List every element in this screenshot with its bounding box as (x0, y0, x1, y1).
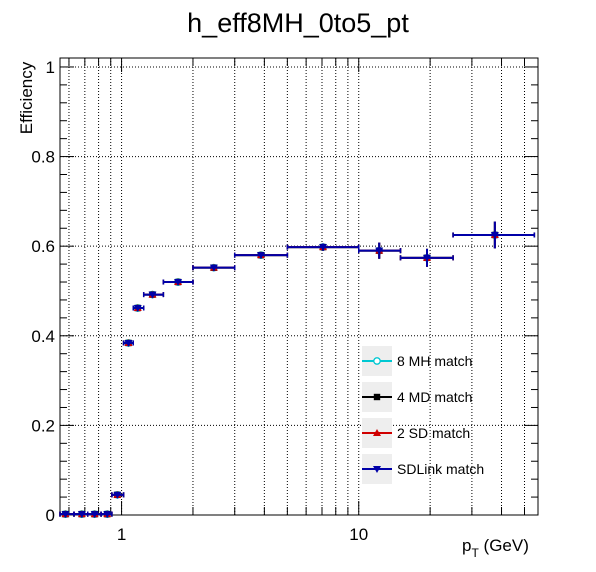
y-tick-label: 1 (46, 58, 55, 77)
data-series (59, 221, 536, 519)
legend-marker (373, 466, 381, 473)
legend-marker (373, 393, 381, 401)
data-marker (209, 264, 218, 272)
y-tick-label: 0 (46, 506, 55, 525)
legend-entry: 4 MD match (362, 382, 472, 412)
series-sdlink-match (59, 221, 536, 519)
data-point (142, 291, 165, 299)
data-marker (133, 305, 142, 313)
data-point (132, 305, 145, 313)
data-marker (61, 511, 70, 519)
data-point (233, 252, 289, 260)
x-axis-label-subscript: T (471, 546, 479, 560)
legend-label: 8 MH match (397, 353, 472, 369)
data-marker (319, 244, 328, 252)
legend-marker (373, 429, 381, 436)
legend-entry: 2 SD match (362, 418, 470, 448)
data-marker (103, 511, 112, 519)
data-marker (375, 247, 384, 255)
data-point (162, 279, 194, 287)
legend-label: 2 SD match (397, 425, 470, 441)
data-point (122, 339, 134, 347)
y-axis-label: Efficiency (17, 61, 36, 134)
axes-ticks (60, 58, 538, 516)
x-axis-label-main: p (462, 536, 471, 555)
data-point (192, 264, 236, 272)
x-axis-label: pT (GeV) (462, 536, 529, 560)
data-marker (77, 511, 86, 519)
y-tick-label: 0.4 (31, 327, 55, 346)
legend: 8 MH match 4 MD match 2 SD match SDLink mat… (362, 346, 484, 484)
grid-lines (60, 58, 538, 516)
tick-labels: 1 10 0 0.2 0.4 0.6 0.8 1 (31, 58, 368, 544)
data-marker (148, 291, 157, 299)
y-tick-label: 0.8 (31, 148, 55, 167)
x-tick-label: 1 (117, 525, 126, 544)
x-axis-label-unit: (GeV) (479, 536, 529, 555)
data-marker (490, 231, 499, 239)
legend-label: SDLink match (397, 461, 484, 477)
data-point (111, 491, 125, 499)
data-marker (256, 252, 265, 260)
plot-frame (59, 57, 539, 516)
data-point (286, 243, 360, 252)
data-marker (422, 254, 431, 262)
x-tick-label: 10 (349, 525, 368, 544)
data-point (399, 248, 454, 267)
data-marker (113, 491, 122, 499)
data-point (452, 221, 536, 249)
data-marker (174, 279, 183, 287)
legend-label: 4 MD match (397, 389, 472, 405)
y-tick-label: 0.6 (31, 237, 55, 256)
legend-marker (373, 357, 381, 365)
legend-entry: 8 MH match (362, 346, 472, 376)
y-tick-label: 0.2 (31, 416, 55, 435)
chart-title: h_eff8MH_0to5_pt (187, 8, 409, 38)
data-marker (90, 511, 99, 519)
data-marker (124, 339, 133, 347)
legend-entry: SDLink match (362, 454, 484, 484)
data-point (357, 242, 402, 259)
data-point (100, 511, 113, 519)
